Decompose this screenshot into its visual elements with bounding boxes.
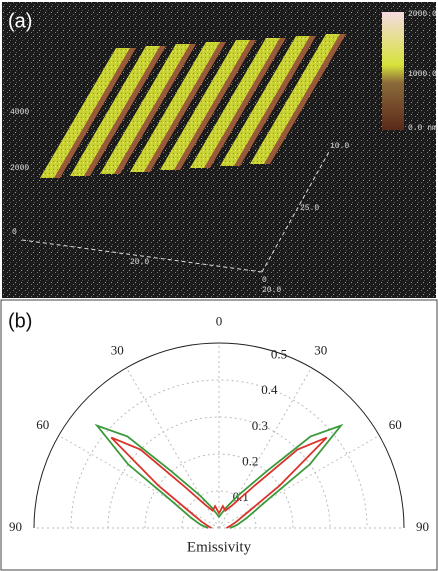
angle-tick-label: 0	[216, 313, 223, 328]
axis-label: 10.0	[330, 142, 349, 151]
angle-tick-label: 60	[36, 417, 49, 432]
panel-label: (b)	[8, 310, 32, 332]
panel-label: (a)	[8, 10, 32, 32]
axis-label: 20.0	[262, 286, 281, 295]
angle-tick-label: 90	[9, 519, 22, 534]
axis-label: 0	[12, 228, 17, 237]
angle-tick-label: 60	[389, 417, 402, 432]
colorbar-label: 1000.0 nm	[408, 70, 438, 79]
colorbar-label: 0.0 nm	[408, 124, 437, 133]
r-tick-label: 0.4	[261, 382, 278, 397]
panel-b-frame	[1, 300, 437, 570]
colorbar	[382, 12, 404, 130]
axis-label: 20.0	[130, 258, 149, 267]
axis-label: 0	[262, 276, 267, 285]
figure: (a) 2000.0 nm 1000.0 nm 0.0 nm 10.0 25.0…	[0, 0, 438, 571]
axis-label: 25.0	[300, 204, 319, 213]
r-tick-label: 0.5	[271, 346, 287, 361]
axis-label: 2000	[10, 164, 29, 173]
page: (a) 2000.0 nm 1000.0 nm 0.0 nm 10.0 25.0…	[0, 0, 438, 571]
angle-tick-label: 30	[314, 343, 327, 358]
x-axis-label: Emissivity	[187, 539, 252, 555]
axis-label: 4000	[10, 108, 29, 117]
colorbar-label: 2000.0 nm	[408, 10, 438, 19]
panel-a: (a) 2000.0 nm 1000.0 nm 0.0 nm 10.0 25.0…	[2, 2, 438, 298]
r-tick-label: 0.2	[242, 454, 258, 469]
angle-tick-label: 30	[111, 343, 124, 358]
angle-tick-label: 90	[416, 519, 429, 534]
r-tick-label: 0.3	[252, 418, 268, 433]
